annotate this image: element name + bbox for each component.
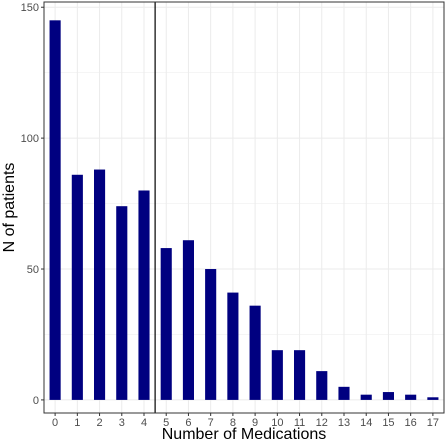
x-tick-label: 7	[208, 417, 214, 429]
x-axis-ticks: 0 1 2 3 4 5 6 7 8 9 10 11 12 13 14 15 16 17	[52, 413, 439, 429]
x-tick-label: 8	[230, 417, 236, 429]
bar-17	[427, 397, 439, 400]
bar-7	[205, 269, 217, 400]
bar-9	[249, 305, 261, 400]
x-tick-label: 2	[96, 417, 102, 429]
bar-5	[160, 248, 172, 400]
x-tick-label: 0	[52, 417, 58, 429]
bar-14	[360, 394, 372, 400]
x-tick-label: 14	[360, 417, 372, 429]
x-tick-label: 4	[141, 417, 147, 429]
x-tick-label: 9	[252, 417, 258, 429]
bar-11	[294, 350, 306, 400]
bar-1	[71, 174, 83, 400]
bar-10	[271, 350, 283, 400]
bar-4	[138, 190, 150, 400]
bar-12	[316, 371, 328, 400]
x-tick-label: 6	[185, 417, 191, 429]
x-tick-label: 10	[271, 417, 283, 429]
bar-2	[94, 169, 106, 400]
x-tick-label: 17	[427, 417, 439, 429]
bar-16	[405, 394, 417, 400]
bar-0	[49, 20, 61, 400]
x-tick-label: 5	[163, 417, 169, 429]
y-tick-label: 0	[33, 395, 39, 407]
bar-15	[382, 392, 394, 400]
y-tick-label: 100	[21, 133, 39, 145]
x-tick-label: 15	[382, 417, 394, 429]
bar-13	[338, 386, 350, 400]
x-tick-label: 13	[338, 417, 350, 429]
y-axis-title: N of patients	[1, 163, 18, 253]
x-tick-label: 16	[405, 417, 417, 429]
x-tick-label: 11	[294, 417, 305, 429]
bar-6	[182, 240, 194, 400]
x-tick-label: 12	[316, 417, 328, 429]
x-tick-label: 3	[119, 417, 125, 429]
bars-layer	[49, 20, 439, 400]
plot-panel-border	[43, 1, 445, 414]
y-tick-label: 50	[27, 264, 39, 276]
x-tick-label: 1	[74, 417, 80, 429]
bar-3	[116, 206, 128, 400]
y-tick-label: 150	[21, 2, 39, 14]
bar-8	[227, 292, 239, 400]
x-axis-title: Number of Medications	[162, 426, 327, 443]
y-axis-ticks: 0 50 100 150	[21, 2, 44, 407]
